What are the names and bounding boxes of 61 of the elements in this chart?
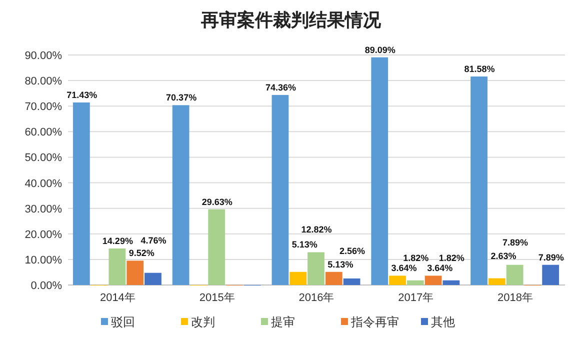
data-label: 3.64% [391, 263, 417, 274]
bar [144, 272, 162, 285]
bar [325, 272, 342, 285]
y-tick-label: 80.00% [24, 76, 62, 88]
data-label: 14.29% [102, 236, 133, 246]
data-label: 74.36% [265, 82, 296, 92]
data-label: 2.56% [340, 246, 366, 256]
bar [172, 105, 190, 285]
y-tick-label: 90.00% [24, 50, 62, 62]
y-tick-label: 50.00% [24, 152, 62, 164]
x-tick-label: 2014年 [100, 292, 136, 304]
legend-label: 提审 [271, 315, 295, 329]
data-label: 5.13% [292, 239, 318, 250]
bar [308, 252, 324, 285]
legend-label: 指令再审 [350, 315, 399, 329]
bar [126, 260, 144, 285]
bar [108, 248, 126, 285]
y-tick-label: 70.00% [24, 101, 62, 114]
y-tick-label: 60.00% [24, 126, 62, 139]
data-label: 7.89% [538, 252, 564, 262]
y-tick-label: 0.00% [30, 280, 62, 292]
bar [424, 276, 442, 285]
data-label: 29.63% [202, 196, 232, 207]
bar [272, 94, 289, 285]
data-label: 2.63% [490, 250, 516, 261]
data-label: 71.43% [66, 90, 98, 100]
bar [290, 272, 307, 285]
data-label: 5.13% [328, 259, 354, 270]
data-label: 9.52% [128, 248, 154, 258]
data-label: 70.37% [166, 92, 197, 103]
bar [488, 278, 506, 285]
y-tick-label: 30.00% [24, 203, 62, 216]
bar [542, 264, 560, 285]
bar [371, 57, 388, 285]
bar [442, 280, 460, 285]
data-label: 89.09% [364, 44, 396, 55]
y-tick-label: 40.00% [24, 178, 62, 190]
data-label: 3.64% [427, 263, 453, 274]
legend-label: 其他 [431, 315, 455, 329]
bar [208, 209, 226, 285]
data-label: 1.82% [438, 252, 464, 263]
data-label: 81.58% [464, 64, 495, 74]
legend-label: 驳回 [111, 315, 135, 329]
x-tick-label: 2018年 [498, 292, 534, 304]
data-label: 7.89% [502, 237, 528, 248]
bar [406, 280, 424, 285]
y-tick-label: 20.00% [24, 228, 62, 241]
bar [72, 102, 90, 285]
x-tick-label: 2016年 [298, 292, 334, 304]
bar [389, 276, 406, 285]
x-tick-label: 2017年 [398, 292, 434, 304]
data-label: 1.82% [403, 252, 429, 263]
bar [506, 264, 524, 285]
chart-title: 再审案件裁判结果情况 [200, 10, 382, 30]
x-tick-label: 2015年 [199, 292, 235, 304]
legend-label: 改判 [191, 315, 215, 329]
y-tick-label: 10.00% [24, 254, 62, 266]
bar [343, 278, 360, 285]
data-label: 12.82% [301, 224, 332, 235]
bar [470, 76, 488, 285]
data-label: 4.76% [140, 235, 166, 246]
